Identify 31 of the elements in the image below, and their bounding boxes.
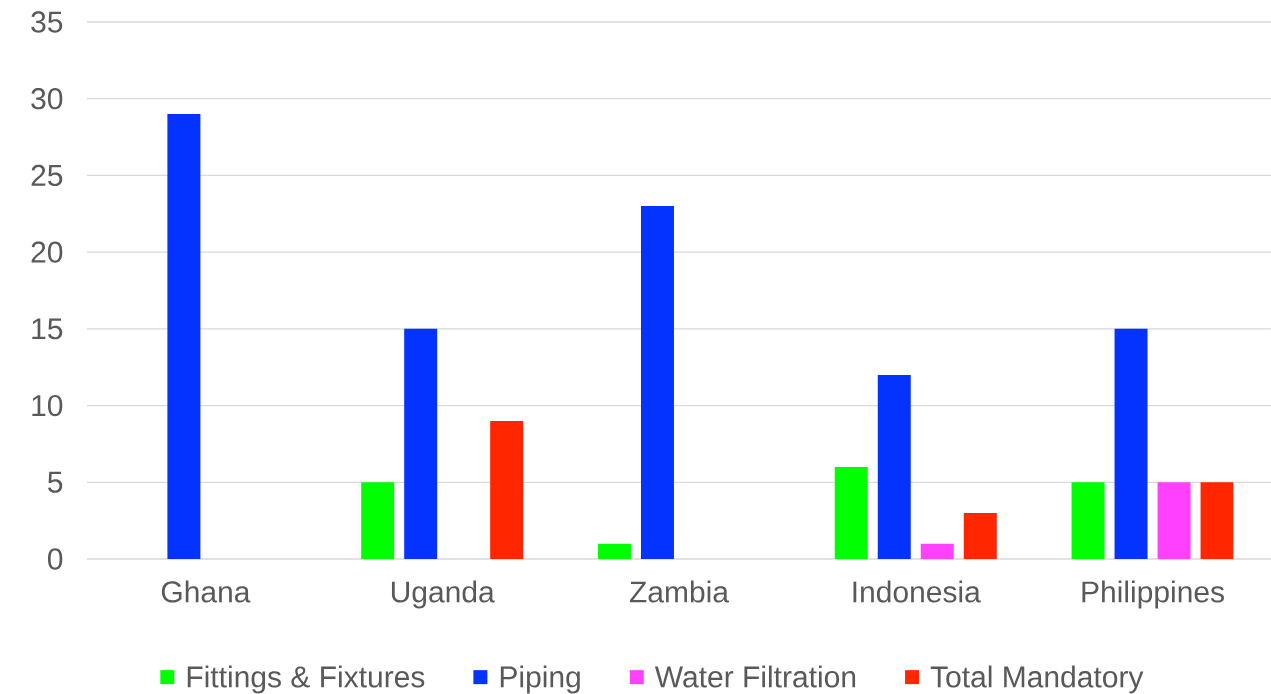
bar xyxy=(1071,482,1105,559)
bar xyxy=(361,482,395,559)
y-tick-label: 0 xyxy=(47,548,63,570)
bar xyxy=(920,543,954,559)
bar xyxy=(597,543,631,559)
y-tick-label: 20 xyxy=(31,241,63,263)
x-tick-label: Uganda xyxy=(391,580,495,609)
y-tick-label: 5 xyxy=(47,471,63,493)
y-tick-label: 25 xyxy=(31,164,63,187)
bar xyxy=(1157,482,1191,559)
bar xyxy=(834,466,868,559)
x-tick-label: Zambia xyxy=(629,580,729,603)
y-tick-label: 35 xyxy=(31,11,63,33)
y-tick-label: 15 xyxy=(32,318,63,340)
y-tick-label: 10 xyxy=(32,394,63,417)
bar xyxy=(1114,328,1148,559)
bar xyxy=(1200,482,1234,559)
x-tick-label: Ghana xyxy=(161,580,251,603)
legend-label: Water Filtration xyxy=(654,665,856,688)
bar xyxy=(490,420,524,559)
bar xyxy=(404,328,438,559)
y-tick-label: 30 xyxy=(31,88,63,110)
bar xyxy=(640,206,674,559)
bar xyxy=(167,114,201,559)
x-tick-label: Indonesia xyxy=(853,580,981,603)
bar xyxy=(963,512,997,559)
bar xyxy=(877,374,911,559)
legend-label: Piping xyxy=(500,665,580,694)
legend-label: Total Mandatory xyxy=(930,665,1144,694)
legend-label: Fittings & Fixtures xyxy=(187,665,425,694)
x-tick-label: Philippines xyxy=(1082,580,1224,609)
